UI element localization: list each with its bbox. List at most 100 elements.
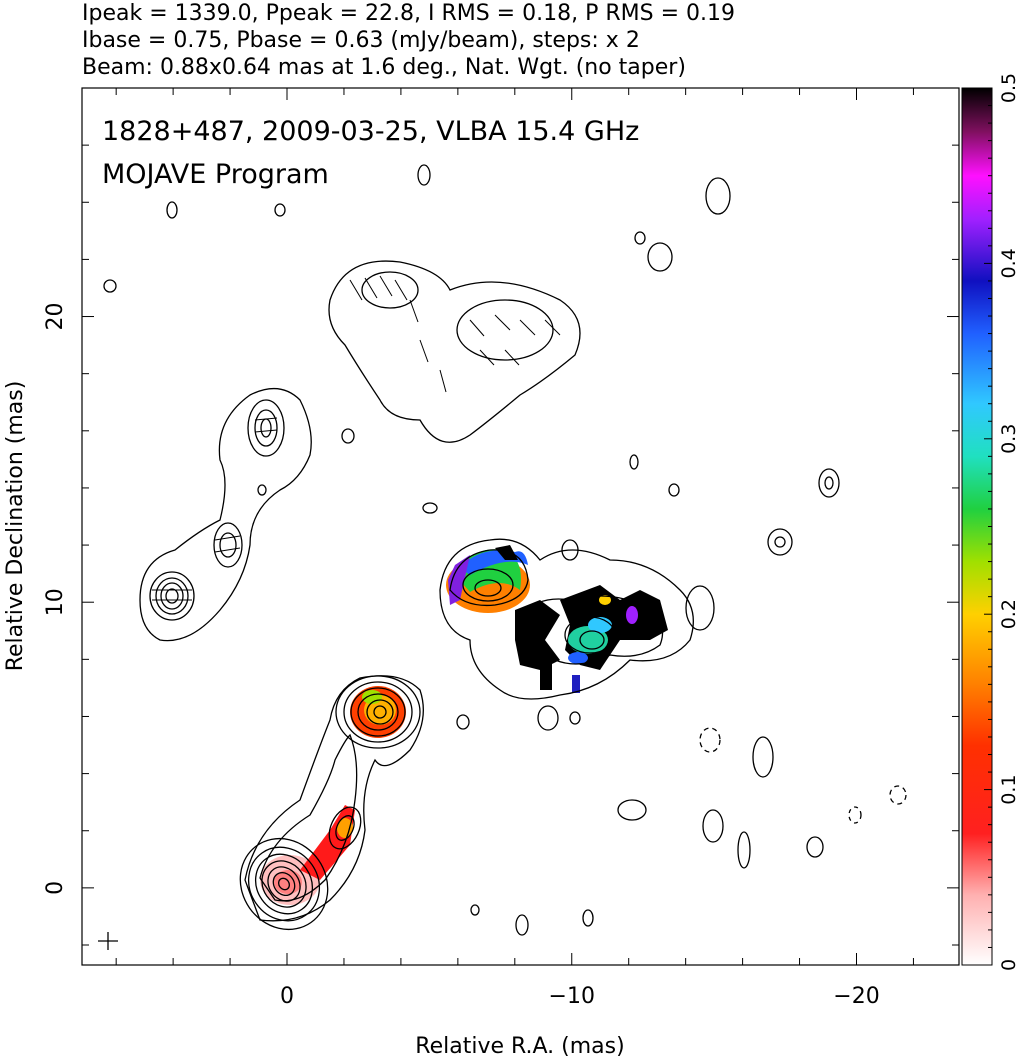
- contour-blob-2: [647, 242, 673, 272]
- contour-lobe-a3: [474, 579, 502, 597]
- colorbar-tick-label: 0: [998, 959, 1020, 971]
- contour-k2-6: [373, 705, 387, 719]
- pol-patch-yellow: [599, 595, 611, 605]
- contour-blob-23: [103, 279, 117, 293]
- y-axis-label: Relative Declination (mas): [3, 381, 28, 672]
- intensity-contours: [103, 164, 907, 936]
- contour-blob-8: [685, 585, 715, 631]
- contour-blob-20: [341, 428, 355, 444]
- evpa-14: [254, 417, 278, 421]
- contour-north-1: [361, 271, 419, 309]
- evpa-9: [494, 314, 511, 331]
- contour-blob-9: [752, 736, 774, 778]
- plot-title: 1828+487, 2009-03-25, VLBA 15.4 GHz: [102, 116, 639, 147]
- contour-core-7: [278, 877, 290, 891]
- contour-cj-2: [155, 577, 189, 615]
- contour-k2-5: [366, 699, 394, 725]
- contour-blob-28: [417, 164, 431, 186]
- contour-cj-1: [149, 571, 195, 621]
- evpa-7: [439, 369, 447, 393]
- polarization-color-layer: [260, 545, 668, 905]
- contour-blob-11: [737, 831, 751, 869]
- pol-patch-violet: [626, 606, 638, 624]
- contour-cj-outer: [139, 388, 312, 642]
- contour-neg-2: [889, 785, 907, 805]
- contour-blob-21: [274, 203, 286, 217]
- contour-core-3: [254, 853, 314, 915]
- map-area: 1828+487, 2009-03-25, VLBA 15.4 GHz MOJA…: [98, 116, 907, 950]
- evpa-15: [254, 429, 278, 433]
- colorbar-tick-label: 0.1: [998, 774, 1020, 804]
- colorbar-ticks: 0 0.1 0.2 0.3 0.4 0.5: [984, 73, 1020, 971]
- contour-lobe-a1: [449, 549, 529, 607]
- colorbar-tick-label: 0.4: [998, 248, 1020, 278]
- x-axis-label: Relative R.A. (mas): [415, 1034, 624, 1059]
- contour-k2-4: [357, 693, 399, 731]
- contour-cj-7: [247, 399, 285, 457]
- evpa-8: [469, 319, 485, 337]
- evpa-6: [419, 339, 429, 363]
- contour-lobe-outer: [439, 538, 694, 700]
- colorbar-tick-label: 0.3: [998, 424, 1020, 454]
- polarization-vectors: [152, 275, 561, 601]
- contour-k2-2: [343, 681, 413, 743]
- pol-patch-lobe-black: [495, 545, 518, 560]
- contour-cj-5: [213, 522, 243, 568]
- contour-neg-1: [699, 727, 721, 753]
- contour-blob-6: [767, 528, 793, 556]
- evpa-5: [409, 299, 419, 323]
- pol-patch-jet-knot: [337, 818, 353, 838]
- contour-north-outer: [328, 260, 581, 443]
- contour-blob-10: [702, 809, 724, 843]
- plot-subtitle: MOJAVE Program: [102, 159, 329, 190]
- contour-blob-24: [422, 502, 438, 514]
- evpa-17: [214, 547, 241, 553]
- contour-core-4: [261, 860, 307, 908]
- axis-ticks: 0 −10 −20 0 10 20: [43, 88, 959, 1009]
- contour-blob-7: [774, 536, 786, 548]
- y-tick-label: 0: [43, 881, 68, 895]
- colorbar: [961, 87, 993, 966]
- contour-jet-outer: [244, 675, 424, 922]
- contour-blob-5: [824, 476, 834, 490]
- plot-frame: [81, 87, 960, 966]
- colorbar-tick-label: 0.2: [998, 599, 1020, 629]
- evpa-13: [504, 349, 520, 366]
- header-line-1: Ipeak = 1339.0, Ppeak = 22.8, I RMS = 0.…: [82, 1, 735, 26]
- contour-core-6: [272, 871, 296, 897]
- contour-cj-4: [165, 588, 179, 604]
- contour-neg-3: [848, 806, 862, 824]
- pol-patch-dark-1: [515, 600, 560, 670]
- colorbar-tick-label: 0.5: [998, 73, 1020, 103]
- x-tick-label: −20: [833, 984, 879, 1009]
- contour-blob-16: [456, 714, 470, 730]
- y-tick-label: 10: [43, 588, 68, 616]
- contour-k2-1: [335, 675, 421, 749]
- contour-lobe-b1: [519, 595, 664, 665]
- contour-lobe-b2: [564, 616, 616, 654]
- evpa-11: [544, 319, 561, 336]
- contour-blob-27: [257, 484, 267, 496]
- contour-lobe-a2: [462, 568, 514, 602]
- pol-patch-lobe-purple: [448, 555, 470, 605]
- contour-jet-mid: [259, 733, 358, 902]
- evpa-2: [364, 277, 378, 299]
- contour-cj-8: [254, 409, 278, 447]
- evpa-3: [379, 275, 393, 297]
- contour-north-2: [456, 299, 554, 361]
- contour-cj-6: [219, 532, 237, 558]
- contour-blob-3: [634, 231, 646, 245]
- contour-blob-22: [166, 201, 178, 219]
- contour-blob-4: [818, 468, 840, 498]
- contour-lobe-b3: [579, 630, 605, 650]
- pol-patch-dark-3: [540, 660, 552, 690]
- evpa-4: [394, 279, 408, 301]
- contour-blob-29: [629, 454, 639, 470]
- contour-blob-14: [537, 705, 559, 731]
- header-line-2: Ibase = 0.75, Pbase = 0.63 (mJy/beam), s…: [82, 28, 640, 53]
- beam-marker: [98, 932, 118, 950]
- pol-patch-blue: [568, 652, 588, 664]
- contour-cj-3: [160, 582, 184, 610]
- contour-blob-15: [569, 711, 581, 725]
